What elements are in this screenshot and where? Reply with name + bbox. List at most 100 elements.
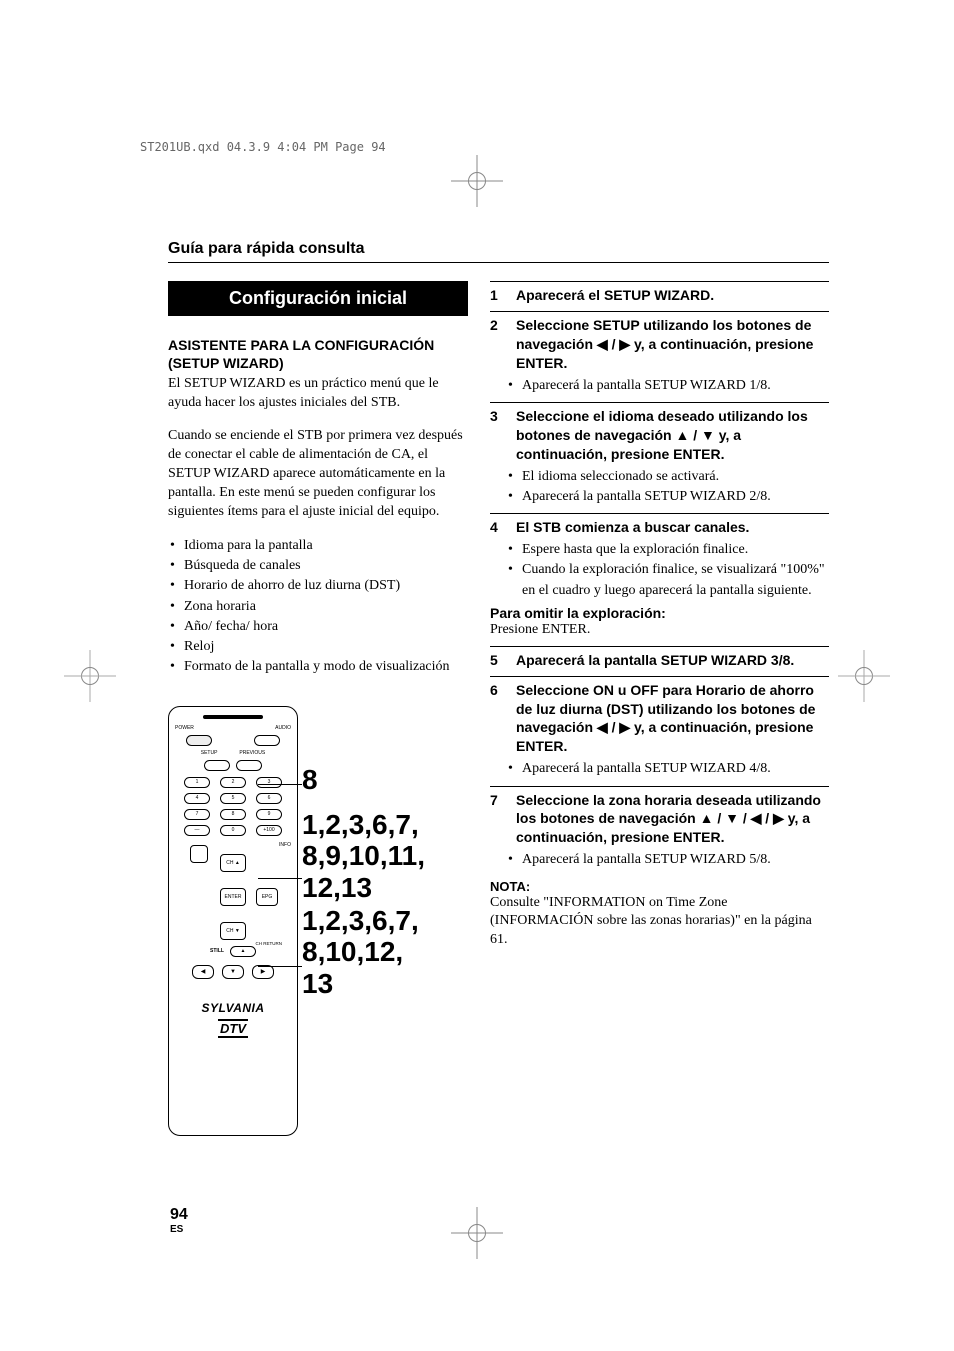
remote-control-icon: POWER AUDIO SETUP PREVIOUS 1 2 3 4 5 6 7: [168, 706, 298, 1136]
remote-setup-btn: [204, 760, 230, 771]
remote-num-btn: 8: [220, 809, 246, 820]
remote-down-btn: ▼: [222, 965, 244, 979]
step-bullet: Aparecerá la pantalla SETUP WIZARD 2/8.: [490, 487, 829, 507]
callout-1: 8: [302, 764, 425, 795]
remote-dpad: CH ▲ ENTER EPG CH ▼ CH RETURN: [190, 854, 276, 940]
crop-mark-top-icon: [459, 163, 495, 199]
remote-num-btn: 9: [256, 809, 282, 820]
wizard-subheading: ASISTENTE PARA LA CONFIGURACIÓN (SETUP W…: [168, 336, 468, 372]
leader-line-icon: [258, 878, 302, 879]
step-number: 1: [490, 286, 506, 305]
remote-num-btn: 3: [256, 777, 282, 788]
remote-num-btn: +100: [256, 825, 282, 836]
list-item: Zona horaria: [168, 597, 468, 617]
content-area: Guía para rápida consulta Configuración …: [168, 240, 829, 1191]
remote-ch-return-label: CH RETURN: [256, 941, 283, 946]
remote-power-label: POWER: [175, 725, 194, 731]
step-bullet: El idioma seleccionado se activará.: [490, 467, 829, 487]
step-block: 2 Seleccione SETUP utilizando los botone…: [490, 311, 829, 396]
remote-callouts: 8 1,2,3,6,7, 8,9,10,11, 12,13 1,2,3,6,7,…: [302, 706, 425, 1000]
remote-nav-row: ◀ ▼ ▶: [175, 965, 291, 979]
remote-num-btn: 6: [256, 793, 282, 804]
step-heading: Seleccione SETUP utilizando los botones …: [516, 316, 829, 373]
list-item: Año/ fecha/ hora: [168, 617, 468, 637]
title-rule: [168, 262, 829, 263]
step-heading: El STB comienza a buscar canales.: [516, 518, 829, 537]
config-heading-bar: Configuración inicial: [168, 281, 468, 316]
page-number-block: 94 ES: [170, 1206, 188, 1235]
step-block: 3 Seleccione el idioma deseado utilizand…: [490, 402, 829, 507]
remote-setup-label: SETUP: [201, 750, 218, 756]
step-number: 3: [490, 407, 506, 426]
list-item: Formato de la pantalla y modo de visuali…: [168, 657, 468, 677]
intro-paragraph-1: El SETUP WIZARD es un práctico menú que …: [168, 375, 468, 413]
remote-brand-label: SYLVANIA: [175, 1001, 291, 1015]
step-number: 7: [490, 791, 506, 810]
remote-power-btn: [186, 735, 212, 746]
callout-3: 1,2,3,6,7, 8,10,12, 13: [302, 905, 425, 999]
remote-ch-down-btn: CH ▼: [220, 922, 246, 940]
remote-num-btn: —: [184, 825, 210, 836]
step-bullet: Cuando la exploración finalice, se visua…: [490, 560, 829, 601]
step-bullet: Aparecerá la pantalla SETUP WIZARD 5/8.: [490, 850, 829, 870]
note-label: NOTA:: [490, 879, 829, 894]
section-title: Guía para rápida consulta: [168, 240, 829, 258]
step-block: 4 El STB comienza a buscar canales. Espe…: [490, 513, 829, 640]
step-number: 5: [490, 651, 506, 670]
step-block: 6 Seleccione ON u OFF para Horario de ah…: [490, 676, 829, 780]
page-lang: ES: [170, 1224, 188, 1235]
remote-illustration: POWER AUDIO SETUP PREVIOUS 1 2 3 4 5 6 7: [168, 706, 468, 1136]
remote-audio-btn: [254, 735, 280, 746]
step-block: 7 Seleccione la zona horaria deseada uti…: [490, 786, 829, 951]
remote-left-btn: ◀: [192, 965, 214, 979]
step-post-bold: Para omitir la exploración:: [490, 605, 829, 621]
manual-page: ST201UB.qxd 04.3.9 4:04 PM Page 94 Guía …: [0, 0, 954, 1351]
crop-mark-right-icon: [844, 656, 884, 696]
remote-epg-btn: EPG: [256, 888, 278, 906]
leader-line-icon: [258, 784, 302, 785]
right-column: 1 Aparecerá el SETUP WIZARD. 2 Seleccion…: [490, 281, 829, 1136]
remote-num-btn: 2: [220, 777, 246, 788]
callout-2: 1,2,3,6,7, 8,9,10,11, 12,13: [302, 809, 425, 903]
step-block: 5 Aparecerá la pantalla SETUP WIZARD 3/8…: [490, 646, 829, 670]
step-number: 6: [490, 681, 506, 700]
page-number: 94: [170, 1206, 188, 1224]
note-text: Consulte "INFORMATION on Time Zone (INFO…: [490, 894, 829, 951]
list-item: Idioma para la pantalla: [168, 536, 468, 556]
print-meta-header: ST201UB.qxd 04.3.9 4:04 PM Page 94: [140, 140, 386, 154]
remote-still-label: STILL: [210, 948, 224, 954]
crop-mark-left-icon: [70, 656, 110, 696]
remote-info-label: INFO: [279, 842, 291, 848]
remote-previous-label: PREVIOUS: [239, 750, 265, 756]
remote-enter-btn: ENTER: [220, 888, 246, 906]
remote-num-btn: 0: [220, 825, 246, 836]
remote-right-btn: ▶: [252, 965, 274, 979]
step-heading: Seleccione la zona horaria deseada utili…: [516, 791, 829, 848]
remote-num-btn: 7: [184, 809, 210, 820]
step-bullet: Aparecerá la pantalla SETUP WIZARD 4/8.: [490, 759, 829, 779]
list-item: Horario de ahorro de luz diurna (DST): [168, 576, 468, 596]
remote-dtv-logo-icon: DTV: [175, 1021, 291, 1036]
remote-audio-label: AUDIO: [275, 725, 291, 731]
step-post-text: Presione ENTER.: [490, 621, 829, 640]
step-heading: Seleccione el idioma deseado utilizando …: [516, 407, 829, 464]
step-heading: Seleccione ON u OFF para Horario de ahor…: [516, 681, 829, 757]
remote-previous-btn: [236, 760, 262, 771]
remote-num-btn: 1: [184, 777, 210, 788]
step-heading: Aparecerá la pantalla SETUP WIZARD 3/8.: [516, 651, 829, 670]
remote-still-btn: ▲: [230, 946, 256, 957]
step-heading: Aparecerá el SETUP WIZARD.: [516, 286, 829, 305]
step-number: 2: [490, 316, 506, 335]
remote-num-btn: 5: [220, 793, 246, 804]
list-item: Reloj: [168, 637, 468, 657]
leader-line-icon: [258, 966, 302, 967]
step-block: 1 Aparecerá el SETUP WIZARD.: [490, 281, 829, 305]
left-column: Configuración inicial ASISTENTE PARA LA …: [168, 281, 468, 1136]
step-bullet: Aparecerá la pantalla SETUP WIZARD 1/8.: [490, 376, 829, 396]
remote-num-btn: 4: [184, 793, 210, 804]
step-bullet: Espere hasta que la exploración finalice…: [490, 540, 829, 560]
list-item: Búsqueda de canales: [168, 556, 468, 576]
step-number: 4: [490, 518, 506, 537]
remote-ch-up-btn: CH ▲: [220, 854, 246, 872]
crop-mark-bottom-icon: [459, 1215, 495, 1251]
